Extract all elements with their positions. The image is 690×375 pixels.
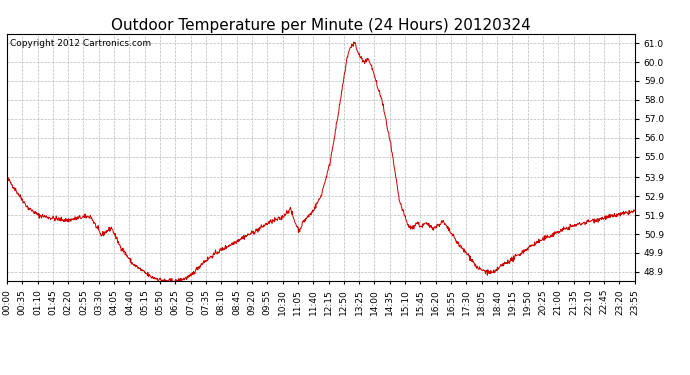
Title: Outdoor Temperature per Minute (24 Hours) 20120324: Outdoor Temperature per Minute (24 Hours… [111, 18, 531, 33]
Text: Copyright 2012 Cartronics.com: Copyright 2012 Cartronics.com [10, 39, 151, 48]
